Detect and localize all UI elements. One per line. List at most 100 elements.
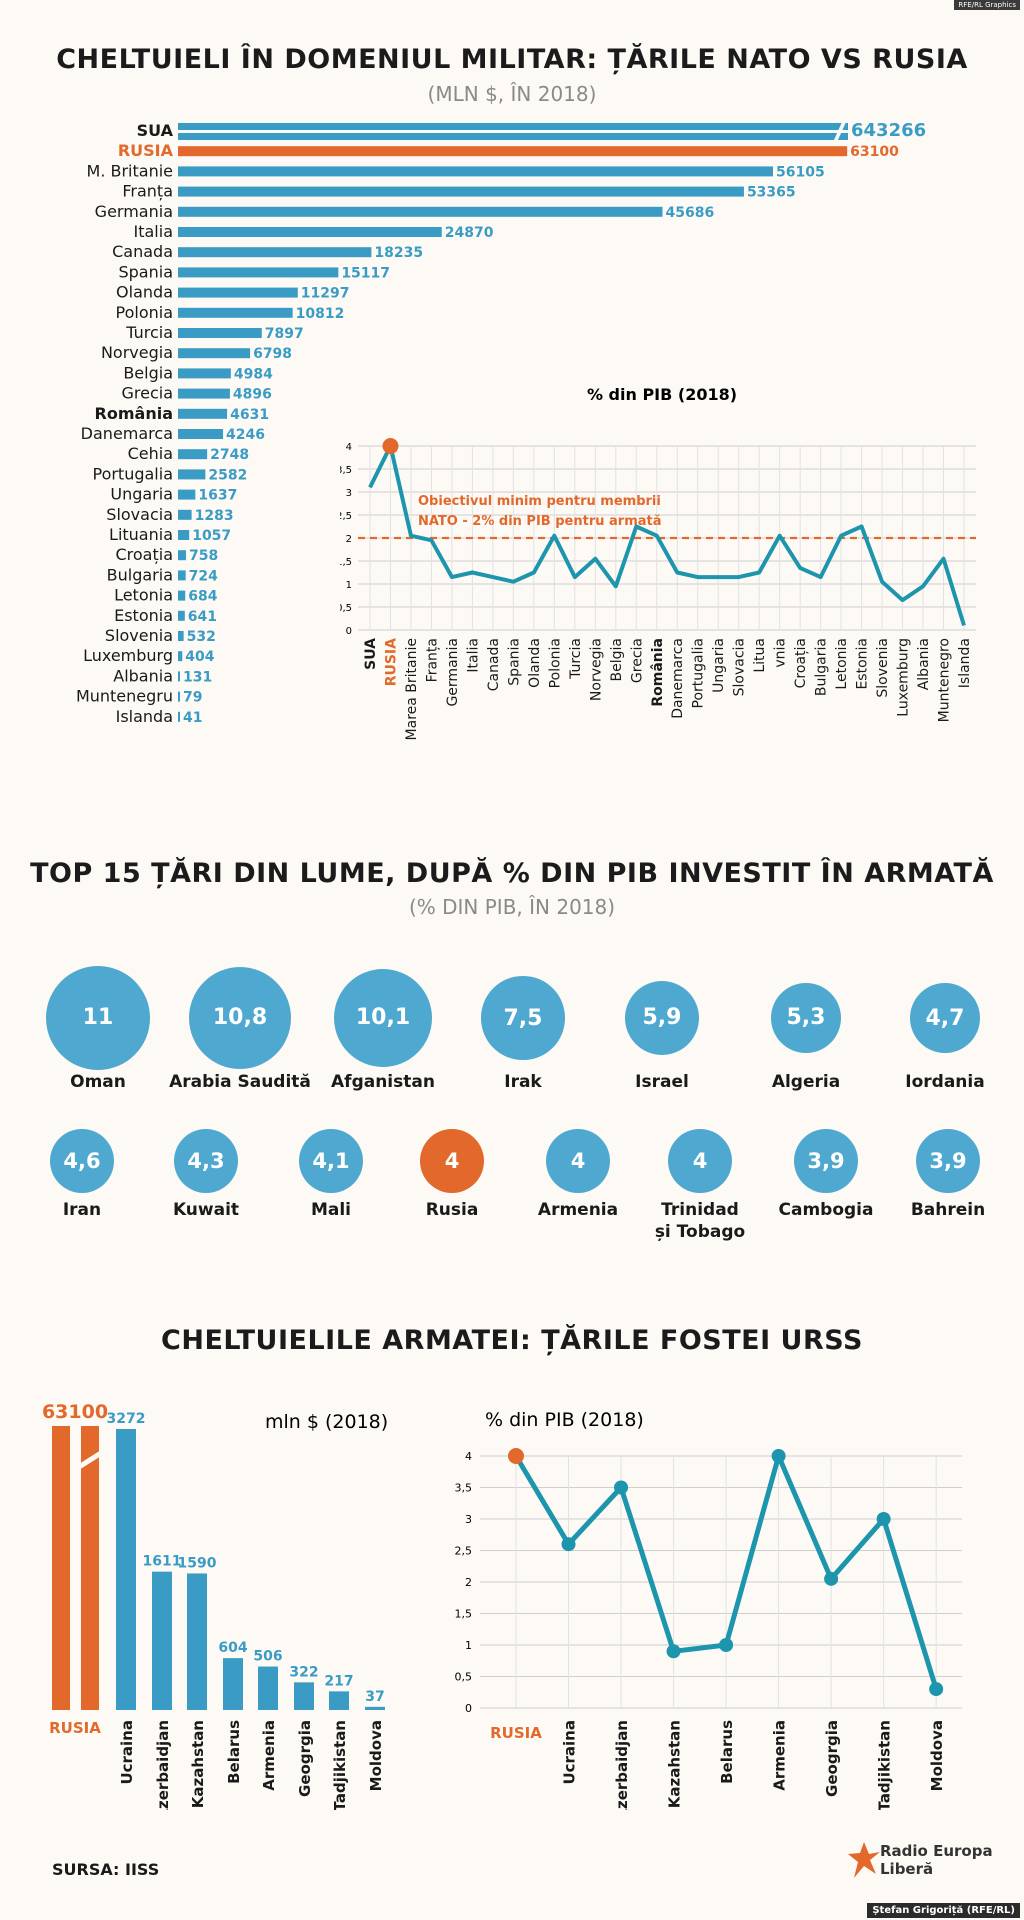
line-title: % din PIB (2018)	[485, 1409, 644, 1431]
bar-label: Grecia	[121, 384, 173, 403]
section2-subtitle: (% DIN PIB, ÎN 2018)	[408, 895, 616, 919]
x-tick: Kazahstan	[189, 1720, 207, 1808]
bar-value: 322	[289, 1664, 318, 1680]
bar-rusia-a	[52, 1426, 70, 1710]
bar-Muntenegru	[178, 691, 180, 702]
section2-title: TOP 15 ȚĂRI DIN LUME, DUPĂ % DIN PIB INV…	[30, 858, 994, 889]
x-tick: Muntenegro	[937, 638, 953, 722]
bubble-cambogia: 3,9	[794, 1129, 858, 1193]
x-tick: Islanda	[957, 638, 973, 688]
bar-Lituania	[178, 530, 190, 540]
x-tick: Azerbaidjan	[154, 1720, 172, 1810]
data-point	[561, 1537, 576, 1552]
bar-value: 506	[253, 1649, 282, 1665]
bar-Grecia	[178, 388, 230, 399]
bar-value: 6798	[253, 346, 292, 362]
bar-value: 37	[365, 1689, 384, 1705]
bar-value: 758	[189, 548, 218, 564]
bubble-label: Armenia	[537, 1200, 619, 1220]
bar-value: 4896	[233, 387, 272, 403]
credit-top: RFE/RL Graphics	[954, 0, 1020, 10]
bubble-oman: 11	[46, 966, 150, 1070]
bubble-armenia: 4	[546, 1129, 610, 1193]
reference-label-2: NATO - 2% din PIB pentru armată	[418, 514, 662, 529]
x-tick: Moldova	[367, 1720, 385, 1791]
x-tick: Belarus	[225, 1720, 243, 1784]
bubble-rusia: 4	[420, 1129, 484, 1193]
bar-Islanda	[178, 711, 180, 722]
bar-Tadjikistan	[329, 1691, 349, 1710]
bar-Estonia	[178, 610, 185, 621]
bar-value: 10812	[296, 306, 345, 322]
bar-rusia-b	[81, 1426, 99, 1710]
bar-value: 4631	[230, 407, 269, 423]
bar-value: 24870	[445, 225, 494, 241]
urss-gdp-line-chart: % din PIB (2018) 0 0,5 1 1,5 2 2,5 3 3,5 4 RUSIA Uc…	[455, 1409, 962, 1810]
bubble-mali: 4,1	[299, 1129, 363, 1193]
bar-value: 79	[183, 690, 202, 706]
bar-label: SUA	[137, 121, 174, 140]
y-tick: 4	[346, 442, 352, 453]
bar-value: 131	[183, 669, 212, 685]
bar-value: 643266	[851, 120, 926, 141]
bar-Cehia	[178, 449, 208, 460]
bar-value: 11297	[301, 286, 350, 302]
bar-value: 604	[218, 1640, 247, 1656]
bar-value: 15117	[341, 265, 390, 281]
bar-chart-title: mln $ (2018)	[265, 1411, 388, 1433]
x-tick: Bulgaria	[814, 638, 830, 696]
x-tick: Belarus	[718, 1720, 736, 1784]
x-tick: Geogrgia	[296, 1720, 314, 1797]
bar-value: 1283	[195, 508, 234, 524]
x-tick: Tadjikistan	[876, 1720, 894, 1810]
logo-text: Radio Europa Liberă	[880, 1842, 1000, 1878]
bar-value: 1637	[198, 488, 237, 504]
data-point	[666, 1644, 681, 1659]
bar-label: Estonia	[114, 606, 173, 625]
bubble-label: Oman	[70, 1072, 126, 1092]
line-title: % din PIB (2018)	[587, 385, 737, 404]
x-tick: Belgia	[609, 638, 625, 681]
bar-value: 217	[324, 1673, 353, 1689]
bubble-iran: 4,6	[50, 1129, 114, 1193]
bar-value: 684	[188, 589, 217, 605]
bar-label: RUSIA	[118, 141, 174, 160]
bar-Bulgaria	[178, 570, 186, 581]
bubble-label: Algeria	[771, 1072, 841, 1092]
bar-label: Spania	[118, 262, 173, 281]
bar-label: Italia	[134, 222, 174, 241]
x-tick: RUSIA	[383, 638, 399, 686]
bar-Germania	[178, 206, 663, 217]
bubble-bahrein: 3,9	[916, 1129, 980, 1193]
bar-Turcia	[178, 328, 262, 338]
x-tick: vnia	[773, 638, 789, 668]
bar-value: 3272	[107, 1411, 146, 1427]
bar-label: Turcia	[125, 323, 173, 342]
bar-Ungaria	[178, 489, 196, 500]
bar-label: Lituania	[109, 525, 173, 544]
bar-label: Luxemburg	[83, 646, 173, 665]
bar-Olanda	[178, 287, 298, 298]
bar-Canada	[178, 247, 372, 258]
bar-Norvegia	[178, 348, 251, 359]
x-tick: Canada	[486, 638, 502, 691]
bar-label: Belgia	[123, 363, 173, 382]
x-tick: Ucraina	[118, 1720, 136, 1785]
bar-value: 1611	[143, 1554, 182, 1570]
bar-label: Franța	[122, 182, 173, 201]
bar-Polonia	[178, 307, 293, 318]
bar-Armenia	[258, 1666, 278, 1710]
bar-Portugalia	[178, 469, 206, 480]
x-tick: Franța	[424, 638, 440, 682]
bar-sua-bottom	[178, 133, 848, 140]
reference-label-1: Obiectivul minim pentru membrii	[418, 494, 661, 509]
bar-Kazahstan	[187, 1573, 207, 1710]
bar-Italia	[178, 227, 442, 237]
x-tick: Olanda	[527, 638, 543, 688]
bar-M. Britanie	[178, 166, 773, 177]
data-point	[719, 1638, 734, 1652]
bar-label: Danemarca	[81, 424, 173, 443]
bubble-israel: 5,9	[624, 980, 700, 1056]
y-tick: 4	[465, 1450, 472, 1463]
bubble-label: Israel	[635, 1072, 689, 1092]
